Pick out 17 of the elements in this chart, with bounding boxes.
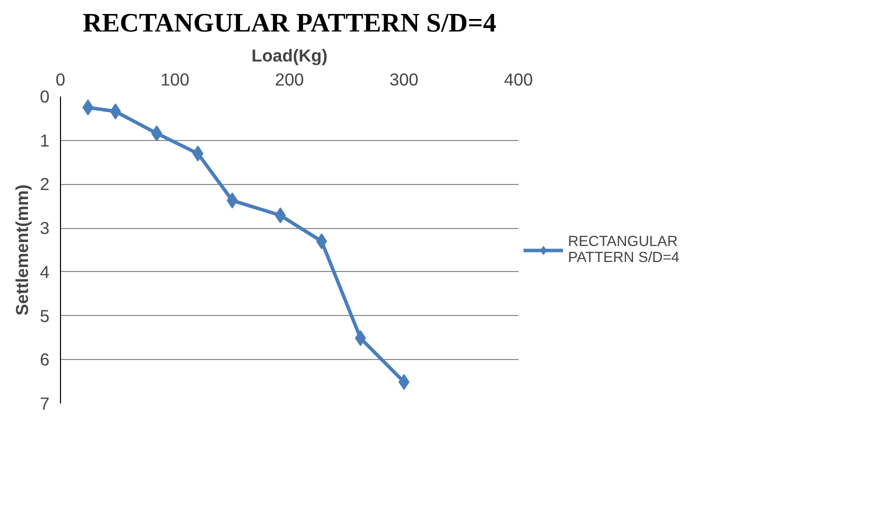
y-tick-label: 3 — [40, 218, 50, 238]
y-tick-label: 7 — [40, 394, 50, 414]
x-tick-label: 300 — [390, 70, 418, 90]
y-tick-label: 0 — [40, 86, 50, 106]
x-tick-label: 100 — [160, 70, 190, 90]
y-tick-label: 2 — [40, 174, 50, 194]
chart-title: RECTANGULAR PATTERN S/D=4 — [82, 8, 496, 38]
y-tick-label: 5 — [40, 306, 50, 326]
y-axis-title: Settlement(mm) — [12, 184, 32, 316]
y-tick-label: 1 — [40, 130, 50, 150]
x-tick-label: 400 — [504, 70, 533, 90]
y-tick-label: 4 — [40, 262, 50, 282]
x-tick-label: 200 — [275, 70, 304, 90]
x-axis-title: Load(Kg) — [251, 46, 328, 66]
y-tick-label: 6 — [40, 350, 50, 370]
x-tick-label: 0 — [56, 70, 66, 90]
legend-label: RECTANGULAR PATTERN S/D=4 — [568, 232, 680, 268]
